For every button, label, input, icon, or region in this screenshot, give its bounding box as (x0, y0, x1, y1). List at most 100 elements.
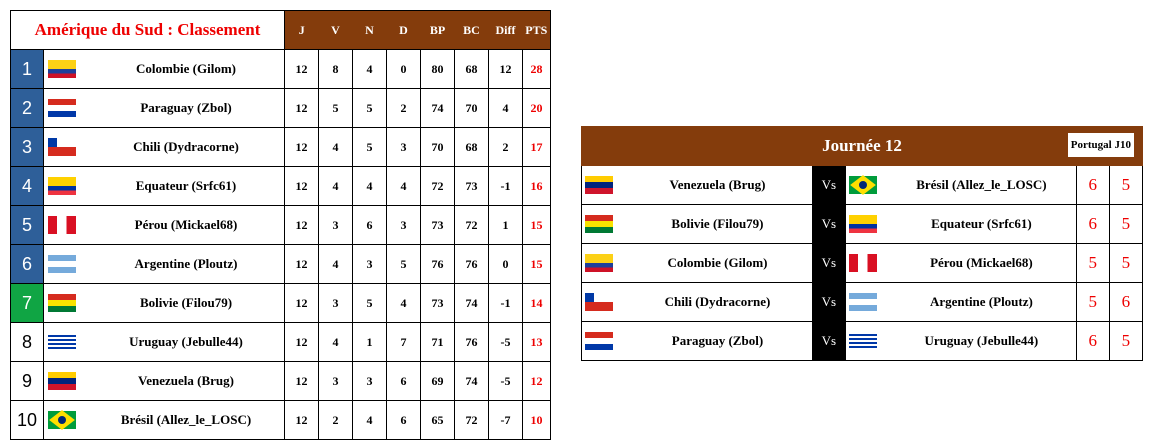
home-team: Chili (Dydracorne) (623, 282, 813, 322)
rank-cell: 10 (10, 400, 44, 440)
column-header-bp: BP (420, 10, 455, 50)
stat-v: 3 (318, 361, 353, 401)
home-team: Paraguay (Zbol) (623, 321, 813, 361)
score-home: 5 (1075, 243, 1110, 283)
stat-bp: 80 (420, 49, 455, 89)
score-home: 6 (1075, 204, 1110, 244)
standings-header-row: Amérique du Sud : Classement J V N D BP BC Dif… (10, 10, 551, 50)
peru-flag-icon (848, 254, 877, 272)
stat-j: 12 (284, 166, 319, 206)
stat-bc: 76 (454, 244, 489, 284)
stat-bc: 76 (454, 322, 489, 362)
stat-v: 3 (318, 283, 353, 323)
standings-row: 2 Paraguay (Zbol) 12 5 5 2 74 70 4 20 (10, 88, 551, 128)
team-name: Bolivie (Filou79) (88, 283, 285, 323)
score-away: 6 (1108, 282, 1144, 322)
stat-v: 2 (318, 400, 353, 440)
stat-bp: 72 (420, 166, 455, 206)
stat-j: 12 (284, 88, 319, 128)
column-header-n: N (352, 10, 387, 50)
standings-row: 10 Brésil (Allez_le_LOSC) 12 2 4 6 65 72 -7 10 (10, 400, 551, 440)
matchday-table: Journée 12 Portugal J10 Venezuela (Brug)… (581, 126, 1144, 361)
stat-d: 6 (386, 361, 421, 401)
stat-bp: 73 (420, 283, 455, 323)
venezuela-flag-icon (48, 372, 76, 390)
uruguay-flag-icon (48, 333, 76, 351)
paraguay-flag-icon (48, 99, 76, 117)
match-row: Paraguay (Zbol) Vs Uruguay (Jebulle44) 6… (581, 321, 1144, 361)
stat-bp: 69 (420, 361, 455, 401)
matchday-header-row: Journée 12 Portugal J10 (581, 126, 1143, 166)
stat-j: 12 (284, 49, 319, 89)
stat-v: 5 (318, 88, 353, 128)
standings-row: 7 Bolivie (Filou79) 12 3 5 4 73 74 -1 14 (10, 283, 551, 323)
stat-j: 12 (284, 244, 319, 284)
stat-bc: 73 (454, 166, 489, 206)
stat-j: 12 (284, 322, 319, 362)
standings-title: Amérique du Sud : Classement (10, 10, 285, 50)
stat-d: 7 (386, 322, 421, 362)
vs-label: Vs (811, 321, 846, 361)
stat-pts: 14 (522, 283, 551, 323)
bolivia-flag-icon (585, 215, 613, 233)
stat-d: 5 (386, 244, 421, 284)
stat-v: 8 (318, 49, 353, 89)
peru-flag-icon (48, 216, 76, 234)
stat-bc: 68 (454, 127, 489, 167)
stat-j: 12 (284, 283, 319, 323)
standings-table: Amérique du Sud : Classement J V N D BP BC Dif… (10, 10, 551, 440)
stat-bp: 74 (420, 88, 455, 128)
rank-cell: 7 (10, 283, 44, 323)
match-row: Colombie (Gilom) Vs Pérou (Mickael68) 5 … (581, 243, 1144, 283)
team-name: Uruguay (Jebulle44) (88, 322, 285, 362)
stat-v: 4 (318, 244, 353, 284)
ecuador-flag-icon (48, 177, 76, 195)
stat-j: 12 (284, 361, 319, 401)
bolivia-flag-icon (48, 294, 76, 312)
stat-v: 3 (318, 205, 353, 245)
score-away: 5 (1108, 243, 1144, 283)
stat-pts: 10 (522, 400, 551, 440)
portugal-j10-badge: Portugal J10 (1067, 133, 1134, 157)
stat-d: 0 (386, 49, 421, 89)
stat-bp: 76 (420, 244, 455, 284)
stat-n: 3 (352, 244, 387, 284)
column-header-d: D (386, 10, 421, 50)
vs-label: Vs (811, 282, 846, 322)
stat-pts: 28 (522, 49, 551, 89)
chile-flag-icon (585, 293, 613, 311)
vs-label: Vs (811, 204, 846, 244)
stat-diff: 12 (488, 49, 523, 89)
stat-bp: 73 (420, 205, 455, 245)
rank-cell: 2 (10, 88, 44, 128)
stat-diff: 4 (488, 88, 523, 128)
home-team: Venezuela (Brug) (623, 165, 813, 205)
away-team: Brésil (Allez_le_LOSC) (887, 165, 1077, 205)
stat-n: 5 (352, 127, 387, 167)
stat-bp: 65 (420, 400, 455, 440)
match-row: Bolivie (Filou79) Vs Equateur (Srfc61) 6… (581, 204, 1144, 244)
stat-v: 4 (318, 127, 353, 167)
stat-v: 4 (318, 322, 353, 362)
stat-n: 5 (352, 283, 387, 323)
stat-n: 3 (352, 361, 387, 401)
brazil-flag-icon (848, 175, 877, 195)
home-team: Colombie (Gilom) (623, 243, 813, 283)
brazil-flag-icon (48, 410, 76, 430)
standings-row: 8 Uruguay (Jebulle44) 12 4 1 7 71 76 -5 13 (10, 322, 551, 362)
colombia-flag-icon (48, 60, 76, 78)
column-header-bc: BC (454, 10, 489, 50)
stat-bc: 68 (454, 49, 489, 89)
rank-cell: 3 (10, 127, 44, 167)
rank-cell: 4 (10, 166, 44, 206)
stat-bc: 72 (454, 205, 489, 245)
score-away: 5 (1108, 321, 1144, 361)
stat-bc: 70 (454, 88, 489, 128)
stat-diff: -7 (488, 400, 523, 440)
rank-cell: 5 (10, 205, 44, 245)
stat-n: 5 (352, 88, 387, 128)
stat-diff: -5 (488, 322, 523, 362)
stat-d: 4 (386, 283, 421, 323)
team-name: Brésil (Allez_le_LOSC) (88, 400, 285, 440)
stat-diff: 0 (488, 244, 523, 284)
